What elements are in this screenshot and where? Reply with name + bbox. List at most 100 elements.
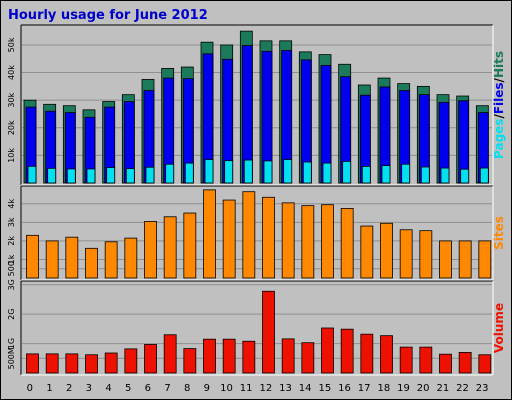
bar-volume-hour-13 [281, 338, 295, 374]
legend-part: Pages [492, 119, 506, 159]
bar-volume-hour-11 [242, 340, 256, 374]
x-tick-label: 12 [259, 383, 272, 394]
bar-sites-hour-8 [183, 212, 197, 279]
legend-part: Files [492, 82, 506, 114]
x-tick-label: 21 [436, 383, 449, 394]
x-tick-label: 11 [240, 383, 253, 394]
bar-sites-hour-5 [124, 237, 138, 279]
bar-sites-hour-14 [301, 205, 315, 279]
bar-pages-hour-9 [204, 159, 214, 184]
y-tick-label-volume: 3G [7, 279, 16, 290]
legend-label-volume: Volume [492, 303, 506, 353]
bar-sites-hour-19 [399, 229, 413, 279]
bar-volume-hour-1 [45, 353, 59, 374]
bar-pages-hour-23 [479, 167, 489, 184]
bar-volume-hour-17 [360, 333, 374, 374]
bar-volume-hour-10 [222, 338, 236, 374]
x-tick-label: 23 [476, 383, 489, 394]
legend-part: Volume [492, 303, 506, 353]
legend-part: / [492, 77, 506, 82]
bar-sites-hour-2 [65, 236, 79, 279]
bar-pages-hour-20 [420, 166, 430, 184]
bar-pages-hour-1 [47, 167, 57, 184]
bar-sites-hour-15 [321, 204, 334, 279]
bar-pages-hour-11 [243, 159, 253, 184]
bar-pages-hour-15 [322, 162, 332, 184]
bar-pages-hour-6 [145, 166, 155, 184]
bar-volume-hour-15 [321, 327, 334, 374]
bar-volume-hour-8 [183, 348, 197, 374]
bar-pages-hour-19 [401, 163, 411, 184]
x-tick-label: 7 [164, 383, 170, 394]
bar-sites-hour-6 [144, 220, 157, 279]
x-tick-label: 1 [46, 383, 52, 394]
y-tick-label-pages-files-hits: 50k [7, 37, 16, 52]
bar-volume-hour-18 [380, 335, 393, 374]
legend-part: Hits [492, 51, 506, 78]
bar-volume-hour-3 [85, 354, 98, 374]
x-tick-label: 20 [417, 383, 430, 394]
bar-volume-hour-0 [26, 353, 39, 374]
bar-sites-hour-23 [478, 240, 492, 279]
bar-volume-hour-23 [478, 354, 492, 374]
legend-label-sites: Sites [492, 216, 506, 250]
bar-volume-hour-22 [458, 352, 472, 374]
x-tick-label: 9 [204, 383, 210, 394]
bar-pages-hour-5 [125, 168, 135, 184]
panel-pages-files-hits-background [21, 25, 493, 185]
bar-volume-hour-19 [399, 346, 413, 374]
x-tick-label: 15 [318, 383, 331, 394]
bar-pages-hour-0 [27, 166, 37, 184]
bar-volume-hour-4 [104, 352, 118, 374]
bar-pages-hour-4 [106, 167, 116, 184]
bar-sites-hour-10 [222, 199, 236, 279]
bar-volume-hour-9 [203, 338, 216, 374]
bar-pages-hour-22 [460, 168, 470, 184]
y-tick-label-pages-files-hits: 20k [7, 120, 16, 135]
bar-sites-hour-17 [360, 225, 374, 279]
x-tick-label: 18 [377, 383, 390, 394]
bar-volume-hour-14 [301, 342, 315, 374]
x-tick-label: 13 [279, 383, 292, 394]
bar-pages-hour-2 [66, 168, 76, 184]
bar-sites-hour-1 [45, 240, 59, 279]
x-tick-label: 22 [456, 383, 469, 394]
bar-volume-hour-16 [340, 328, 354, 374]
bar-volume-hour-7 [163, 334, 177, 374]
y-tick-label-sites: 2k [7, 236, 16, 246]
bar-sites-hour-20 [419, 230, 433, 279]
y-tick-label-pages-files-hits: 10k [7, 148, 16, 163]
bar-sites-hour-7 [163, 216, 177, 279]
bar-sites-hour-0 [26, 234, 39, 279]
bar-sites-hour-22 [458, 240, 472, 279]
legend-part: Sites [492, 216, 506, 250]
bar-sites-hour-16 [340, 208, 354, 279]
x-tick-label: 2 [66, 383, 72, 394]
x-tick-label: 4 [105, 383, 111, 394]
y-tick-label-volume: 500M [7, 347, 16, 369]
bar-sites-hour-12 [262, 196, 275, 279]
bar-volume-hour-5 [124, 348, 138, 374]
bar-pages-hour-12 [263, 160, 273, 184]
bar-volume-hour-12 [262, 290, 275, 374]
bar-volume-hour-21 [439, 353, 452, 374]
x-tick-label: 10 [220, 383, 233, 394]
x-tick-label: 14 [299, 383, 312, 394]
bar-pages-hour-10 [224, 160, 234, 184]
y-tick-label-volume: 2G [7, 309, 16, 320]
panel-sites-background [21, 186, 493, 280]
y-tick-label-pages-files-hits: 30k [7, 92, 16, 107]
bar-sites-hour-4 [104, 241, 118, 279]
legend-part: / [492, 114, 506, 119]
bar-pages-hour-17 [361, 166, 371, 184]
bar-sites-hour-3 [85, 247, 98, 279]
bar-sites-hour-9 [203, 189, 216, 279]
chart-title: Hourly usage for June 2012 [8, 8, 208, 23]
x-tick-label: 17 [358, 383, 371, 394]
x-tick-label: 0 [27, 383, 33, 394]
x-tick-label: 3 [86, 383, 92, 394]
y-tick-label-pages-files-hits: 40k [7, 65, 16, 80]
bar-pages-hour-13 [283, 159, 293, 184]
bar-pages-hour-18 [381, 165, 391, 184]
